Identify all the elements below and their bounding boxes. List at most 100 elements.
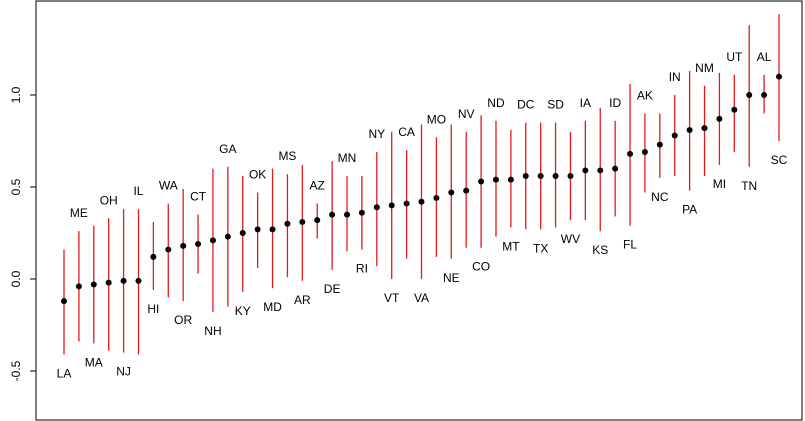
- point-vt: [388, 202, 395, 209]
- point-md: [269, 226, 276, 233]
- state-label-la: LA: [57, 366, 72, 380]
- y-axis: -0.5 0.0 0.5 1.0: [9, 86, 37, 381]
- state-label-nh: NH: [204, 324, 221, 338]
- point-ct: [195, 241, 202, 248]
- state-label-nd: ND: [487, 96, 505, 110]
- state-label-mt: MT: [502, 239, 520, 253]
- state-label-ky: KY: [235, 304, 251, 318]
- state-label-dc: DC: [517, 98, 535, 112]
- point-ms: [284, 220, 291, 227]
- point-ca: [403, 200, 410, 207]
- state-label-ne: NE: [443, 271, 460, 285]
- state-label-il: IL: [133, 184, 143, 198]
- point-ia: [582, 167, 589, 174]
- state-label-layer: LA ME MA OH NJ IL HI WA OR CT NH GA KY OK MD MS AR AZ DE MN…: [57, 50, 788, 381]
- point-or: [180, 242, 187, 249]
- state-label-ga: GA: [219, 142, 236, 156]
- point-va: [418, 198, 425, 205]
- state-label-sc: SC: [771, 153, 788, 167]
- point-mo: [433, 195, 440, 202]
- state-label-ms: MS: [278, 149, 296, 163]
- point-id: [612, 165, 619, 172]
- state-label-ar: AR: [294, 293, 311, 307]
- point-la: [61, 298, 67, 305]
- point-ks: [597, 167, 604, 174]
- state-label-hi: HI: [147, 302, 159, 316]
- point-ne: [448, 189, 455, 196]
- point-ok: [254, 226, 261, 233]
- state-label-ia: IA: [580, 96, 591, 110]
- state-label-mi: MI: [713, 177, 726, 191]
- state-label-wv: WV: [561, 232, 580, 246]
- state-label-ny: NY: [368, 127, 385, 141]
- state-label-az: AZ: [310, 179, 325, 193]
- point-layer: [61, 73, 782, 305]
- point-hi: [150, 253, 157, 260]
- state-label-tn: TN: [741, 179, 757, 193]
- state-label-nc: NC: [651, 190, 669, 204]
- point-sd: [552, 172, 559, 179]
- state-label-vt: VT: [384, 291, 400, 305]
- state-label-id: ID: [609, 96, 621, 110]
- point-al: [761, 92, 768, 98]
- state-label-mo: MO: [427, 112, 446, 126]
- state-label-or: OR: [174, 313, 192, 327]
- point-pa: [686, 126, 693, 133]
- point-nv: [463, 187, 470, 194]
- state-label-mn: MN: [338, 151, 357, 165]
- state-label-ct: CT: [190, 190, 207, 204]
- point-ma: [90, 281, 97, 288]
- point-wa: [165, 246, 172, 253]
- point-wv: [567, 172, 574, 179]
- state-label-ks: KS: [592, 243, 608, 257]
- state-label-in: IN: [669, 70, 681, 84]
- state-label-ca: CA: [398, 125, 415, 139]
- state-label-nj: NJ: [116, 365, 131, 379]
- state-label-wa: WA: [159, 179, 178, 193]
- point-nj: [120, 277, 127, 284]
- y-tick-label: -0.5: [9, 360, 23, 381]
- state-label-md: MD: [263, 300, 282, 314]
- point-nh: [209, 237, 216, 244]
- point-ky: [239, 230, 246, 236]
- state-label-tx: TX: [533, 241, 548, 255]
- state-label-ri: RI: [356, 262, 368, 276]
- point-mi: [716, 115, 723, 122]
- point-az: [314, 217, 321, 224]
- point-mn: [344, 211, 351, 218]
- point-ak: [641, 149, 648, 156]
- point-in: [671, 132, 678, 139]
- state-label-ok: OK: [249, 168, 266, 182]
- point-mt: [507, 176, 514, 183]
- point-nd: [492, 176, 499, 183]
- state-label-va: VA: [414, 291, 429, 305]
- state-label-ak: AK: [637, 88, 653, 102]
- point-ut: [731, 106, 738, 113]
- point-tn: [746, 92, 753, 98]
- point-sc: [776, 73, 782, 80]
- state-label-nv: NV: [458, 107, 475, 121]
- state-label-me: ME: [70, 206, 88, 220]
- point-oh: [105, 279, 112, 286]
- state-label-sd: SD: [547, 98, 564, 112]
- state-label-al: AL: [757, 50, 772, 64]
- state-label-co: CO: [472, 260, 490, 274]
- point-me: [75, 283, 82, 290]
- y-tick-label: 0.5: [9, 178, 23, 195]
- y-tick-label: 0.0: [9, 270, 23, 287]
- point-nc: [656, 141, 663, 148]
- point-de: [329, 211, 336, 218]
- state-label-nm: NM: [695, 61, 714, 75]
- point-ri: [358, 209, 365, 216]
- point-dc: [522, 172, 529, 179]
- point-co: [478, 178, 485, 185]
- point-il: [135, 277, 142, 284]
- point-ny: [373, 204, 380, 211]
- state-label-oh: OH: [100, 193, 118, 207]
- point-ga: [224, 233, 231, 240]
- state-label-pa: PA: [682, 203, 697, 217]
- state-label-fl: FL: [623, 238, 637, 252]
- point-tx: [537, 172, 544, 179]
- state-label-ma: MA: [85, 355, 103, 369]
